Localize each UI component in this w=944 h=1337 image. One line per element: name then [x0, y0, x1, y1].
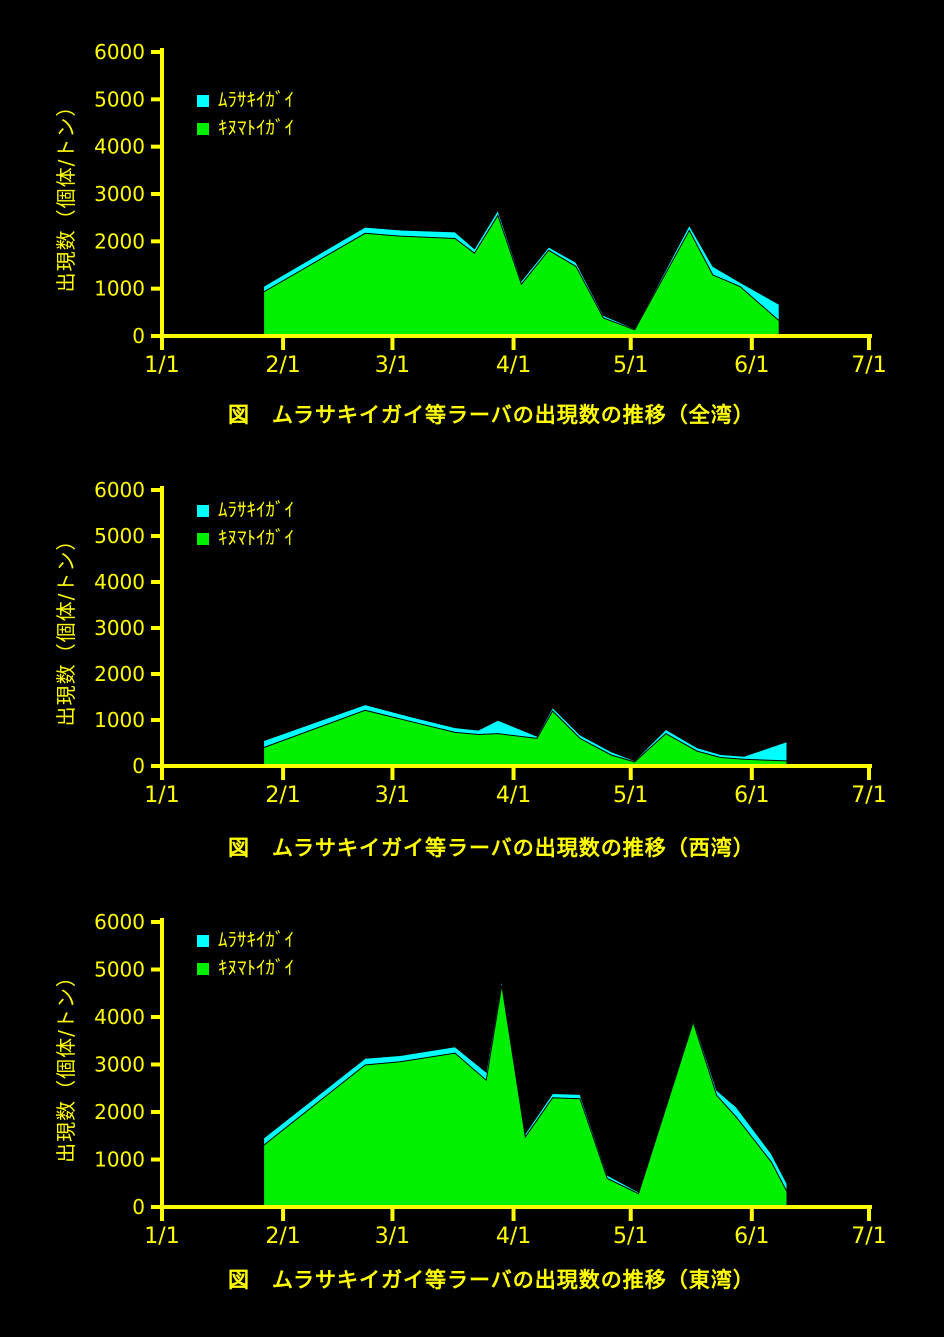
- legend-swatch: [197, 123, 209, 135]
- chart-title-seiwan: 図 ムラサキイガイ等ラーバの出現数の推移（西湾）: [228, 836, 755, 860]
- y-tick-label: 6000: [94, 478, 145, 502]
- legend-label: ﾑﾗｻｷｲｶﾞｲ: [218, 89, 294, 111]
- kinumato-area: [263, 985, 788, 1208]
- legend-label: ｷﾇﾏﾄｲｶﾞｲ: [218, 957, 294, 979]
- chart-title-zenwan: 図 ムラサキイガイ等ラーバの出現数の推移（全湾）: [228, 403, 755, 427]
- y-tick-label: 3000: [94, 182, 145, 206]
- x-tick-label: 3/1: [375, 783, 410, 808]
- y-tick-label: 0: [132, 754, 145, 778]
- x-tick-label: 7/1: [851, 783, 886, 808]
- y-tick-label: 4000: [94, 570, 145, 594]
- x-tick-label: 4/1: [496, 353, 531, 378]
- x-tick-label: 2/1: [265, 353, 300, 378]
- x-tick-label: 3/1: [375, 1224, 410, 1249]
- y-tick-label: 2000: [94, 1100, 145, 1124]
- y-tick-label: 0: [132, 324, 145, 348]
- y-tick-label: 2000: [94, 662, 145, 686]
- y-tick-label: 3000: [94, 616, 145, 640]
- chart-section-seiwan: 0 1000 2000 3000 4000 5000 6000 1/1 2/1 3/1 4/1 5/1…: [0, 437, 944, 874]
- y-tick-label: 6000: [94, 910, 145, 934]
- chart-title-towan: 図 ムラサキイガイ等ラーバの出現数の推移（東湾）: [228, 1268, 755, 1292]
- x-tick-label: 3/1: [375, 353, 410, 378]
- chart-zenwan: 0 1000 2000 3000 4000 5000 6000 1/1 2/1 3/1 4/1 5/1…: [54, 40, 887, 427]
- x-tick-label: 5/1: [613, 1224, 648, 1249]
- legend-swatch: [197, 95, 209, 107]
- legend-label: ｷﾇﾏﾄｲｶﾞｲ: [218, 117, 294, 139]
- x-tick-label: 7/1: [851, 353, 886, 378]
- kinumato-area: [263, 214, 780, 337]
- chart-section-zenwan: 0 1000 2000 3000 4000 5000 6000 1/1 2/1 3/1 4/1 5/1…: [0, 0, 944, 437]
- legend-swatch: [197, 935, 209, 947]
- x-tick-label: 2/1: [265, 1224, 300, 1249]
- x-tick-label: 4/1: [496, 783, 531, 808]
- chart-section-towan: 0 1000 2000 3000 4000 5000 6000 1/1 2/1 3/1 4/1 5/1…: [0, 874, 944, 1337]
- x-tick-label: 6/1: [734, 353, 769, 378]
- y-tick-label: 5000: [94, 87, 145, 111]
- x-tick-label: 4/1: [496, 1224, 531, 1249]
- y-tick-label: 1000: [94, 277, 145, 301]
- kinumato-area: [263, 709, 788, 767]
- y-tick-label: 1000: [94, 708, 145, 732]
- legend-swatch: [197, 505, 209, 517]
- y-axis-title: 出現数（個体/トン）: [54, 530, 78, 727]
- x-tick-label: 1/1: [144, 783, 179, 808]
- y-tick-label: 3000: [94, 1053, 145, 1077]
- y-tick-label: 4000: [94, 135, 145, 159]
- x-tick-label: 2/1: [265, 783, 300, 808]
- legend-label: ﾑﾗｻｷｲｶﾞｲ: [218, 929, 294, 951]
- y-tick-label: 1000: [94, 1148, 145, 1172]
- x-tick-label: 6/1: [734, 1224, 769, 1249]
- chart-towan: 0 1000 2000 3000 4000 5000 6000 1/1 2/1 3/1 4/1 5/1…: [54, 910, 887, 1292]
- y-axis-title: 出現数（個体/トン）: [54, 96, 78, 293]
- legend-swatch: [197, 533, 209, 545]
- y-tick-label: 5000: [94, 958, 145, 982]
- y-axis-title: 出現数（個体/トン）: [54, 966, 78, 1163]
- legend-label: ｷﾇﾏﾄｲｶﾞｲ: [218, 527, 294, 549]
- x-tick-label: 5/1: [613, 353, 648, 378]
- chart-seiwan: 0 1000 2000 3000 4000 5000 6000 1/1 2/1 3/1 4/1 5/1…: [54, 478, 887, 860]
- x-tick-label: 1/1: [144, 353, 179, 378]
- x-tick-label: 6/1: [734, 783, 769, 808]
- x-tick-label: 5/1: [613, 783, 648, 808]
- legend-label: ﾑﾗｻｷｲｶﾞｲ: [218, 499, 294, 521]
- x-tick-label: 7/1: [851, 1224, 886, 1249]
- y-tick-label: 2000: [94, 229, 145, 253]
- y-tick-label: 4000: [94, 1005, 145, 1029]
- y-tick-label: 0: [132, 1195, 145, 1219]
- legend-swatch: [197, 963, 209, 975]
- y-tick-label: 5000: [94, 524, 145, 548]
- x-tick-label: 1/1: [144, 1224, 179, 1249]
- y-tick-label: 6000: [94, 40, 145, 64]
